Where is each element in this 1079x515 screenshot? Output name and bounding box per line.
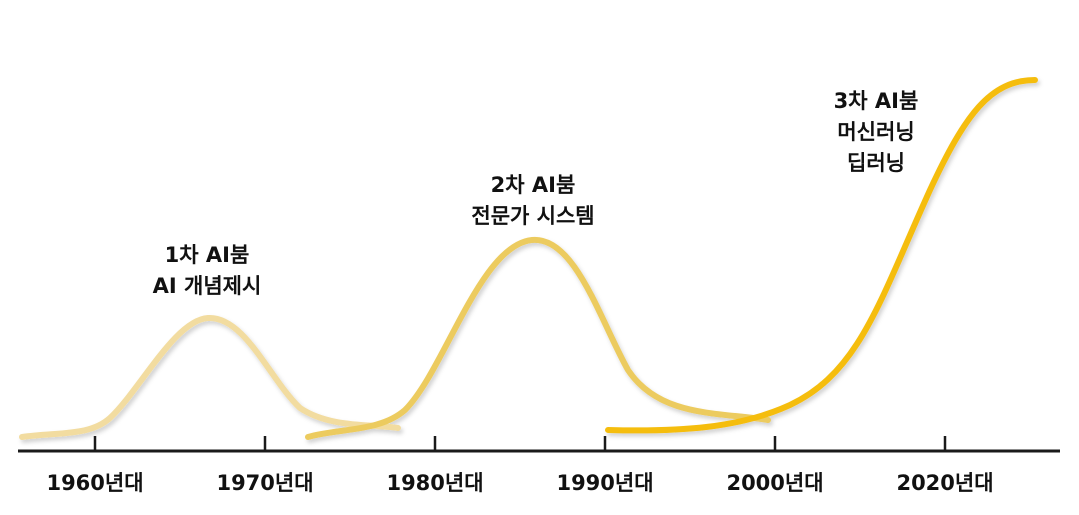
tick-label-1970s: 1970년대 [216, 471, 313, 495]
tick-label-2000s: 2000년대 [726, 471, 823, 495]
boom-curves [19, 77, 1038, 440]
second-boom-label: 2차 AI붐 전문가 시스템 [471, 173, 594, 228]
tick-label-1990s: 1990년대 [556, 471, 653, 495]
first-boom-label: 1차 AI붐 AI 개념제시 [153, 243, 262, 298]
second-boom-description: 전문가 시스템 [471, 204, 594, 228]
first-boom-curve [19, 314, 401, 440]
first-boom-description: AI 개념제시 [153, 274, 262, 298]
tick-label-2020s: 2020년대 [896, 471, 993, 495]
third-boom-curve [605, 77, 1038, 434]
second-boom-curve [305, 236, 771, 440]
timeline-axis: 1960년대 1970년대 1980년대 1990년대 2000년대 2020년… [18, 436, 1060, 495]
third-boom-label: 3차 AI붐 머신러닝 딥러닝 [834, 89, 919, 175]
third-boom-description-1: 머신러닝 [837, 120, 914, 144]
third-boom-description-2: 딥러닝 [847, 151, 905, 175]
first-boom-title: 1차 AI붐 [165, 243, 250, 267]
third-boom-title: 3차 AI붐 [834, 89, 919, 113]
second-boom-title: 2차 AI붐 [491, 173, 576, 197]
tick-label-1960s: 1960년대 [46, 471, 143, 495]
tick-label-1980s: 1980년대 [386, 471, 483, 495]
